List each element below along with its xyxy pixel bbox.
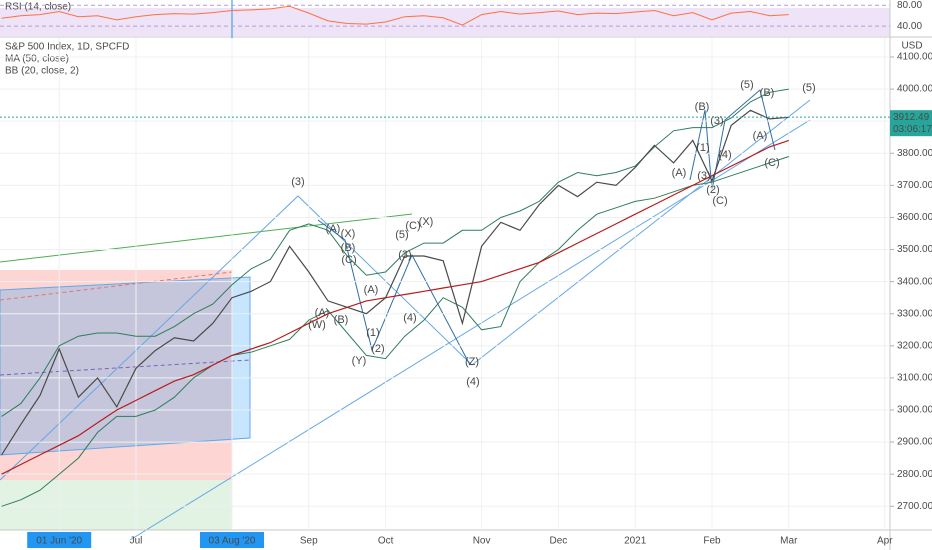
y-tick-label: 80.00 [897, 0, 922, 11]
wave-path [317, 219, 471, 366]
bb-lower [1, 156, 789, 507]
trend-line [129, 119, 811, 541]
y-tick-label: 3100.00 [897, 373, 932, 384]
y-tick-label: 3700.00 [897, 180, 932, 191]
wave-label: (X) [341, 228, 356, 240]
legend-bb: BB (20, close, 2) [5, 66, 79, 77]
countdown: 03:06:17 [893, 124, 932, 135]
wave-label: (C) [341, 254, 356, 266]
wave-label: (B) [334, 314, 349, 326]
x-tick-label: Dec [550, 536, 568, 547]
y-tick-label: 2800.00 [897, 469, 932, 480]
wave-label: (A) [753, 130, 768, 142]
y-tick-label: 3300.00 [897, 308, 932, 319]
zone-line [0, 271, 233, 301]
x-tick-label: Mar [780, 536, 798, 547]
legend-ma: MA (50, close) [5, 54, 69, 65]
long-zone [0, 480, 232, 530]
y-tick-label: 3500.00 [897, 244, 932, 255]
wave-label: (C) [764, 157, 779, 169]
y-tick-label: 3800.00 [897, 148, 932, 159]
x-tick-label: Apr [877, 536, 893, 547]
wave-label: (B) [695, 101, 710, 113]
wave-label: (B) [341, 242, 356, 254]
wave-label: (A) [364, 284, 379, 296]
wave-label: (3) [710, 115, 723, 127]
wave-label: (4) [718, 149, 731, 161]
wave-label: (Z) [465, 356, 479, 368]
chart-title: S&P 500 Index, 1D, SPCFD [5, 42, 129, 53]
rsi-band [0, 8, 890, 36]
y-tick-label: 3600.00 [897, 212, 932, 223]
rsi-title: RSI (14, close) [5, 2, 71, 13]
bb-upper [1, 88, 789, 417]
y-tick-label: 3000.00 [897, 405, 932, 416]
wave-label: (A) [326, 223, 341, 235]
x-label-box [27, 532, 92, 548]
wave-label: (X) [419, 216, 434, 228]
wave-label: (1) [366, 327, 379, 339]
x-tick-label: 03 Aug '20 [209, 536, 256, 547]
price-line [1, 109, 789, 456]
price-box [890, 110, 932, 137]
wave-label: (5) [740, 79, 753, 91]
last-price: 3912.49 [893, 112, 930, 123]
y-tick-label: 2900.00 [897, 437, 932, 448]
wave-label: (5) [802, 82, 815, 94]
wave-label: (3) [291, 176, 304, 188]
axis-unit: USD [901, 41, 922, 52]
x-label-box [200, 532, 264, 548]
wave-label: (1) [696, 142, 709, 154]
x-tick-label: Feb [703, 536, 721, 547]
y-tick-label: 40.00 [897, 21, 922, 32]
y-tick-label: 3200.00 [897, 340, 932, 351]
x-tick-label: Jul [130, 536, 143, 547]
wave-label: (2) [706, 184, 719, 196]
wave-label: (4) [466, 376, 479, 388]
wave-label: (B) [760, 87, 775, 99]
wave-label: (4) [403, 312, 416, 324]
x-tick-label: 2021 [624, 536, 647, 547]
y-tick-label: 3400.00 [897, 276, 932, 287]
x-tick-label: Sep [300, 536, 318, 547]
wave-label: (Y) [352, 355, 367, 367]
wave-label: (A) [672, 167, 687, 179]
x-tick-label: Oct [378, 536, 394, 547]
wave-label: (3) [697, 170, 710, 182]
wave-path [0, 99, 811, 481]
rsi-line [1, 5, 789, 26]
wave-label: (C) [712, 195, 727, 207]
x-tick-label: 01 Jun '20 [36, 536, 82, 547]
wave-label: (W) [308, 319, 326, 331]
y-tick-label: 2700.00 [897, 501, 932, 512]
wave-label: (3) [398, 249, 411, 261]
trend-line [0, 213, 413, 263]
y-tick-label: 4100.00 [897, 52, 932, 63]
wave-label: (2) [371, 343, 384, 355]
ma-line [1, 139, 789, 475]
wave-label: (C) [405, 220, 420, 232]
wave-label: (5) [395, 229, 408, 241]
wave-label: (A) [315, 307, 330, 319]
x-tick-label: Nov [473, 536, 491, 547]
y-tick-label: 4000.00 [897, 84, 932, 95]
